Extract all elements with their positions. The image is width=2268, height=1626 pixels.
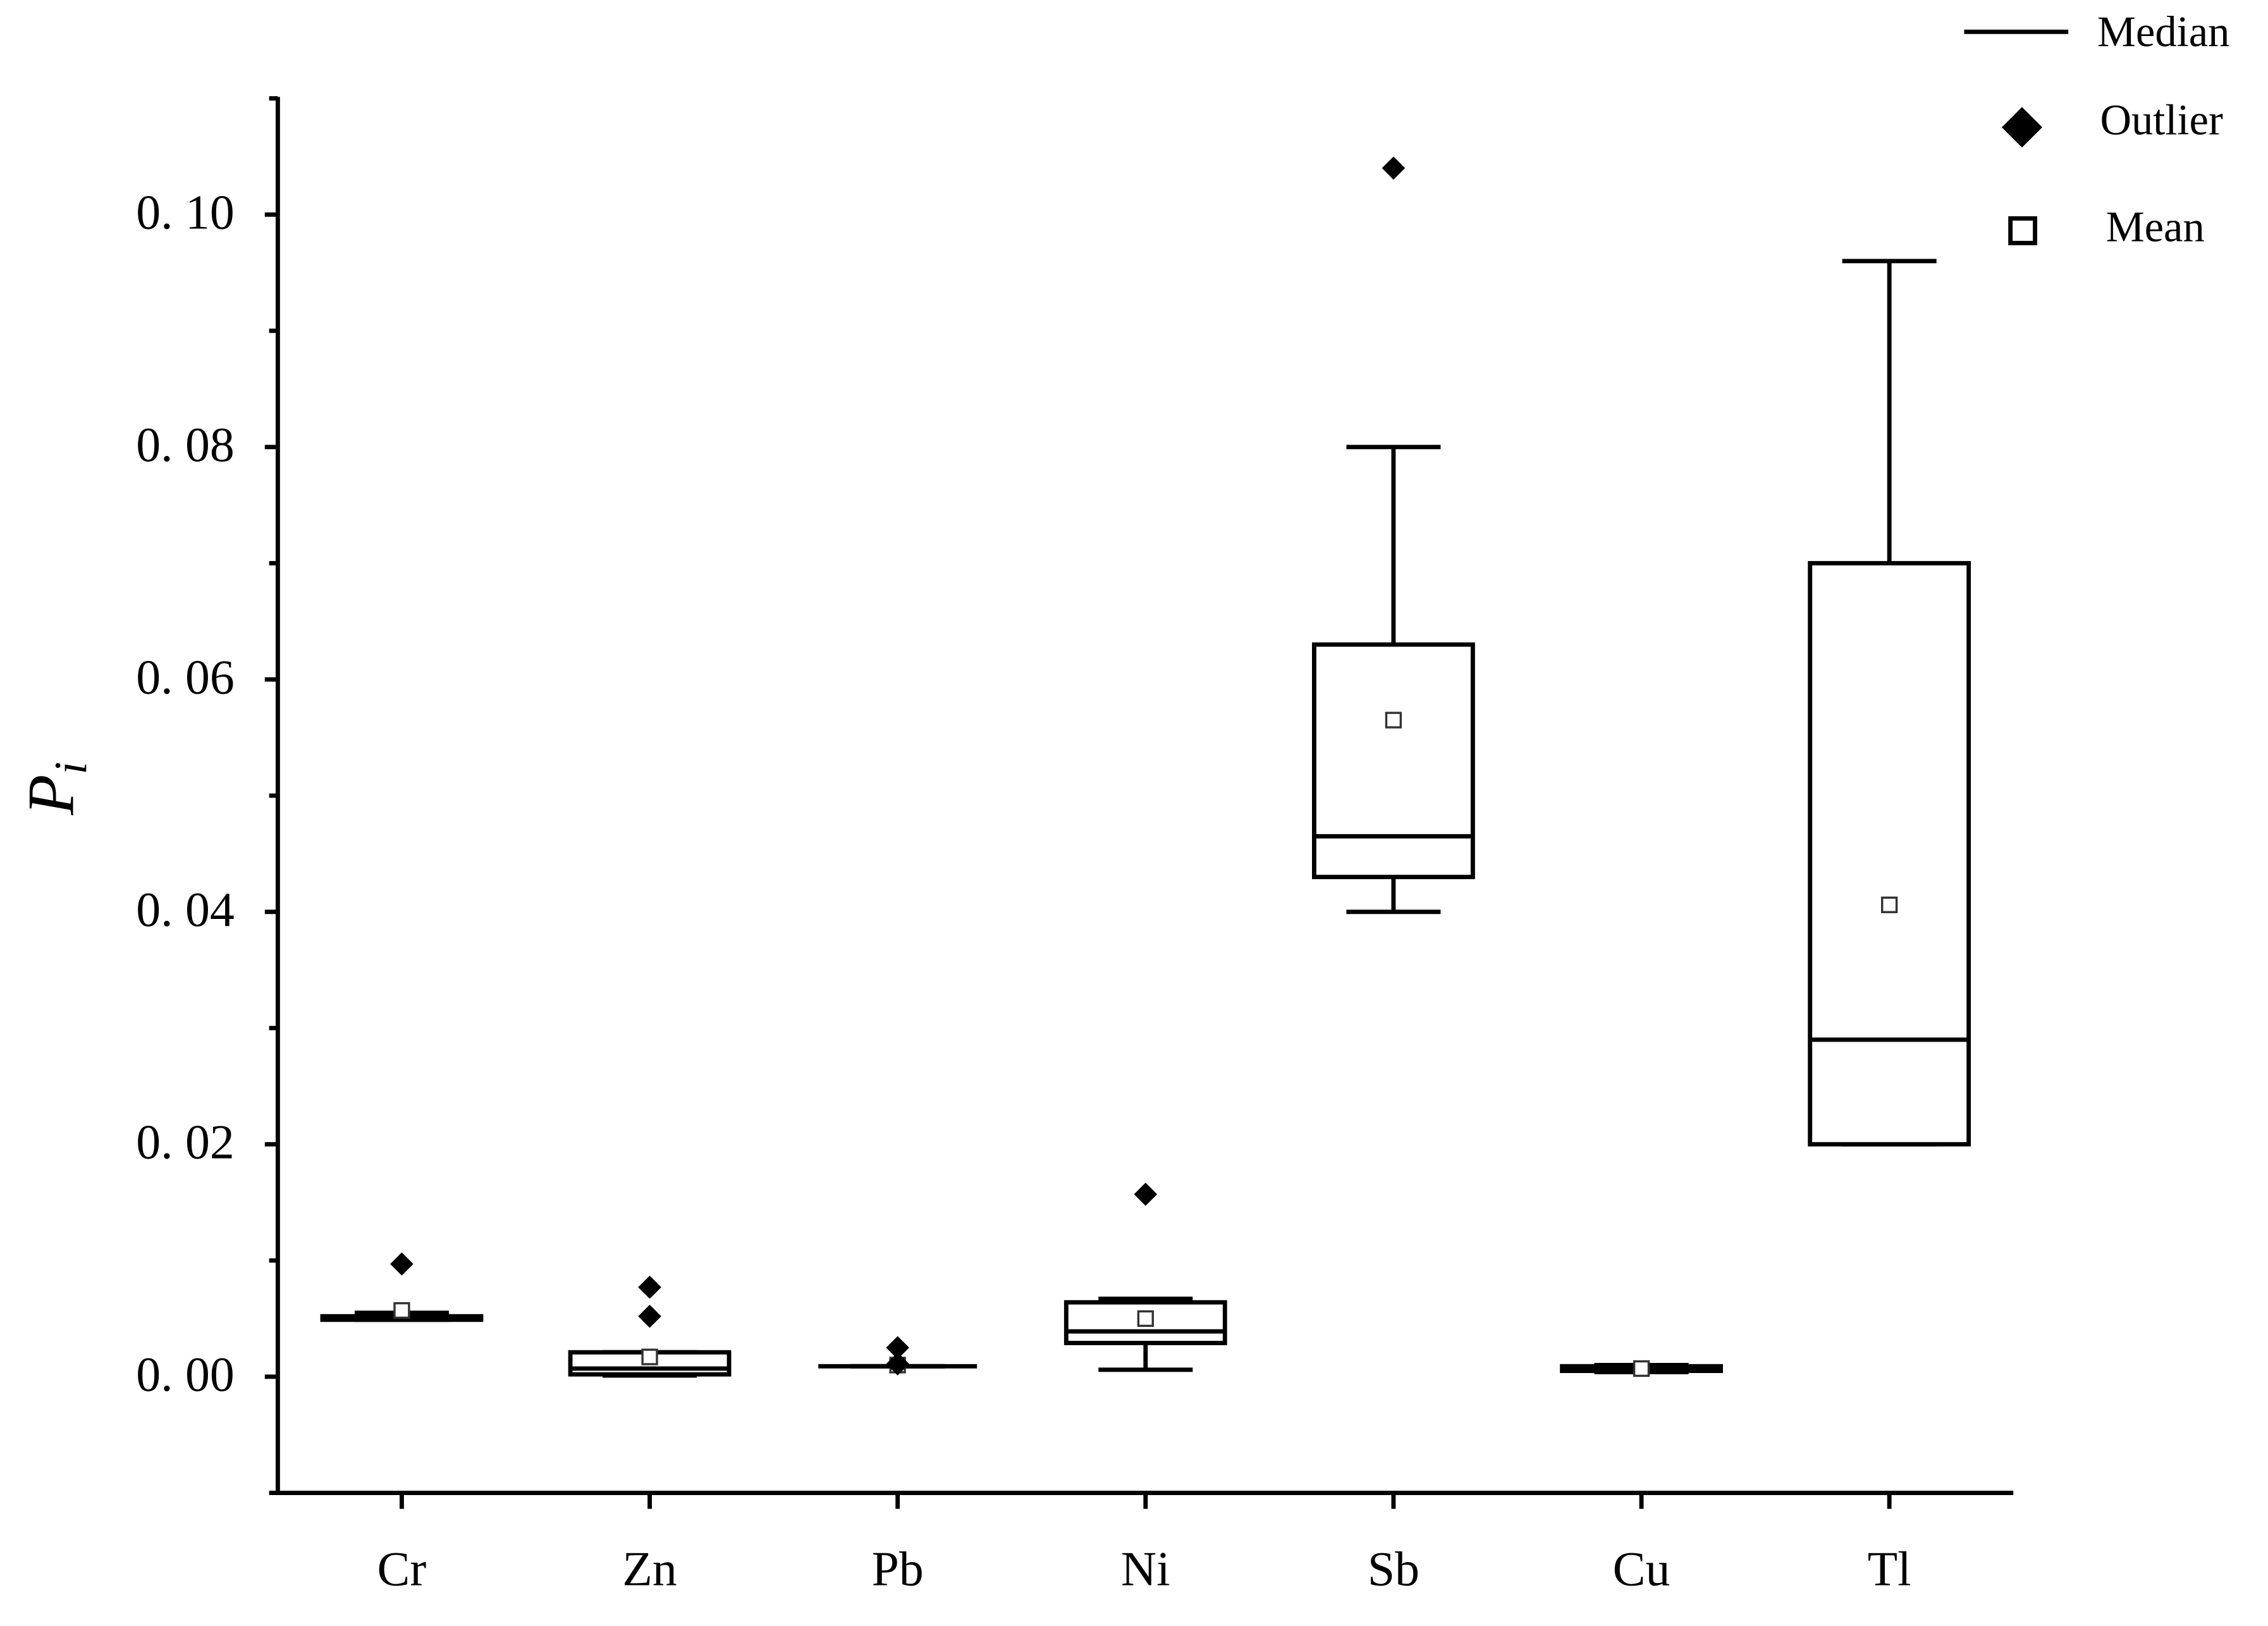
- legend-outlier-label: Outlier: [2100, 95, 2222, 144]
- x-tick-label: Tl: [1868, 1541, 1911, 1596]
- x-tick-label: Sb: [1368, 1541, 1419, 1596]
- y-tick-label: 0. 06: [136, 650, 235, 705]
- x-tick-label: Cr: [377, 1541, 427, 1596]
- mean: [1137, 1310, 1154, 1327]
- mean: [641, 1348, 658, 1365]
- outlier: [886, 1352, 909, 1376]
- legend-median-label: Median: [2097, 8, 2230, 56]
- outlier: [1134, 1183, 1158, 1206]
- mean: [393, 1302, 410, 1319]
- y-tick-label: 0. 00: [136, 1347, 235, 1401]
- x-tick-label: Cu: [1613, 1541, 1670, 1596]
- outlier: [638, 1304, 661, 1328]
- outlier: [886, 1336, 909, 1360]
- x-tick-label: Pb: [872, 1541, 924, 1596]
- y-axis-label: Pi: [14, 761, 96, 816]
- y-tick-label: 0. 10: [136, 185, 235, 240]
- mean: [1881, 896, 1898, 913]
- x-tick-label: Zn: [622, 1541, 677, 1596]
- mean: [1385, 711, 1402, 729]
- legend-outlier-swatch: [2001, 107, 2042, 148]
- outlier: [638, 1276, 661, 1299]
- y-tick-label: 0. 04: [136, 882, 235, 937]
- y-axis-label-sub: i: [45, 761, 96, 774]
- y-axis-label-base: P: [14, 775, 88, 816]
- legend: Median Outlier Mean: [1964, 8, 2229, 251]
- box: [1312, 642, 1475, 880]
- mean: [1633, 1360, 1650, 1377]
- outlier: [1382, 156, 1406, 180]
- legend-mean-label: Mean: [2106, 203, 2205, 251]
- y-tick-label: 0. 02: [136, 1115, 235, 1169]
- legend-mean-swatch: [2008, 216, 2037, 245]
- x-tick-label: Ni: [1121, 1541, 1170, 1596]
- outlier: [390, 1252, 414, 1276]
- y-tick-label: 0. 08: [136, 417, 235, 472]
- box: [1808, 561, 1971, 1147]
